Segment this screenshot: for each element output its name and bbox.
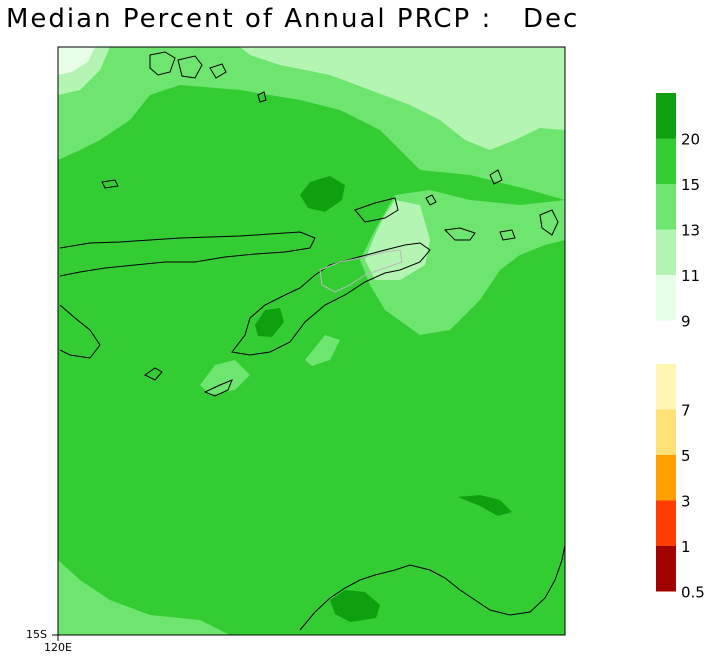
field-zone-11-east: [365, 200, 430, 280]
shaded-field: [58, 47, 565, 635]
coast-wetar: [443, 227, 516, 241]
legend-swatch: [656, 275, 676, 321]
legend-swatch: [656, 409, 676, 455]
coast-east-islands: [489, 169, 559, 236]
borders: [319, 249, 403, 293]
legend-label: 9: [681, 313, 691, 331]
coast-small-islands: [101, 91, 437, 206]
legend-swatch: [656, 364, 676, 410]
coast-alor: [354, 197, 399, 223]
coastlines: [59, 51, 565, 631]
field-zone-20-a: [300, 176, 345, 212]
legend-label: 13: [681, 222, 700, 240]
legend-lower: 7 5 3 1 0.5: [656, 364, 705, 602]
field-zone-13-island: [200, 360, 250, 395]
field-zone-20-d: [330, 590, 380, 622]
lon-tick-label: 120E: [44, 641, 72, 654]
field-zone-20-b: [255, 308, 284, 337]
legend-label: 0.5: [681, 584, 705, 602]
lat-tick-label: 15S: [26, 628, 47, 641]
field-zone-9: [58, 47, 95, 75]
coast-australia: [299, 544, 565, 631]
coast-savu: [144, 367, 163, 381]
legend-swatch: [656, 138, 676, 184]
legend-label: 11: [681, 267, 700, 285]
legend-label: 5: [681, 447, 691, 465]
border-timor-leste: [319, 249, 403, 293]
legend-swatch: [656, 455, 676, 501]
legend-label: 3: [681, 493, 691, 511]
field-zone-13-south: [58, 560, 230, 635]
legend-label: 7: [681, 402, 691, 420]
legend-label: 15: [681, 176, 700, 194]
coast-rote: [203, 379, 233, 397]
legend-swatch: [656, 229, 676, 275]
field-zone-13-spot: [305, 335, 340, 366]
coast-sumba: [59, 304, 101, 359]
legend-swatch: [656, 546, 676, 592]
legend-swatch: [656, 93, 676, 139]
legend-label: 20: [681, 131, 700, 149]
legend-swatch: [656, 184, 676, 230]
legend-upper: 20 15 13 11 9: [656, 93, 700, 331]
coast-timor: [231, 242, 431, 356]
field-zone-20-c: [458, 495, 512, 516]
map-title: Median Percent of Annual PRCP : Dec: [6, 4, 580, 34]
legend-label: 1: [681, 538, 691, 556]
coast-flores: [59, 231, 316, 277]
legend-swatch: [656, 500, 676, 546]
coast-north-islands: [149, 51, 227, 79]
field-zone-11-north: [240, 47, 565, 150]
plot-frame: [57, 46, 566, 636]
